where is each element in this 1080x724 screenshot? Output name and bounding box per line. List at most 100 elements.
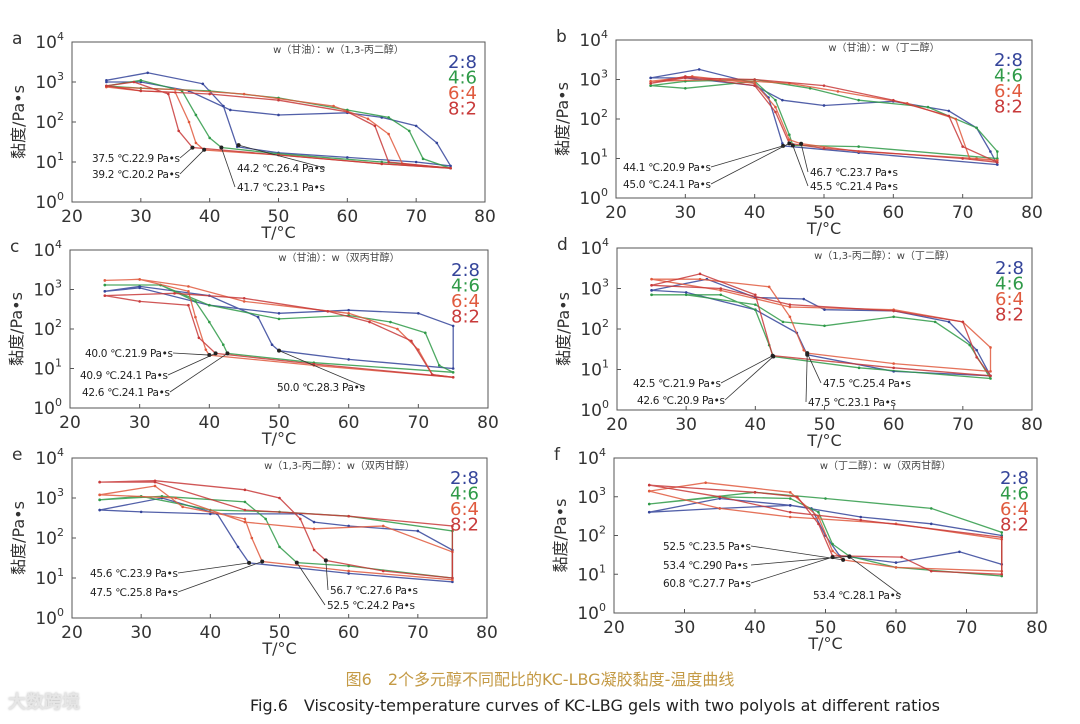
series-line-8-2	[99, 480, 454, 579]
data-point	[647, 483, 651, 487]
data-point	[277, 311, 281, 315]
data-point	[105, 80, 108, 84]
data-point	[451, 375, 455, 379]
annotation-label: 50.0 ℃.28.3 Pa•s	[277, 382, 365, 394]
watermark-logo: 大数跨境	[8, 688, 80, 714]
annotation-leader-line	[750, 556, 833, 584]
panel-letter: f	[554, 445, 561, 465]
x-tick-label: 70	[407, 623, 429, 643]
data-point	[975, 126, 978, 130]
data-point	[704, 481, 707, 485]
y-tick-label: 102	[35, 526, 64, 549]
data-point	[929, 507, 933, 510]
data-point	[649, 82, 652, 85]
data-point	[796, 495, 799, 499]
data-point	[989, 150, 992, 153]
y-tick-label: 104	[579, 28, 608, 51]
legend-entry-8-2: 8:2	[450, 515, 479, 536]
annotation-leader-line	[177, 561, 263, 593]
data-point	[1000, 535, 1004, 539]
y-tick-exponent: 2	[57, 526, 64, 539]
data-point	[414, 160, 418, 164]
data-point	[380, 160, 384, 164]
y-tick-exponent: 2	[602, 317, 609, 330]
y-tick-label: 101	[35, 566, 64, 589]
annotation-label: 47.5 ℃.23.1 Pa•s	[808, 397, 896, 409]
data-point	[347, 569, 350, 573]
data-point	[138, 278, 141, 281]
panel-letter: c	[10, 237, 19, 257]
data-point	[894, 566, 898, 569]
data-point	[451, 580, 454, 584]
y-tick-base: 10	[580, 401, 602, 421]
data-point	[996, 163, 999, 166]
data-point	[347, 358, 350, 361]
data-point	[857, 366, 861, 370]
data-point	[208, 136, 211, 140]
data-point	[187, 120, 191, 124]
data-point	[347, 311, 350, 315]
data-point	[788, 497, 792, 500]
y-tick-label: 101	[577, 562, 606, 585]
data-point	[312, 362, 316, 366]
x-tick-label: 80	[476, 623, 498, 643]
y-tick-label: 104	[35, 30, 64, 53]
data-point	[788, 515, 792, 519]
y-axis-label: 黏度/Pa•s	[7, 292, 26, 366]
data-point	[647, 510, 651, 514]
y-tick-exponent: 1	[57, 566, 64, 579]
y-axis-label: 黏度/Pa•s	[9, 501, 28, 575]
data-point	[270, 343, 274, 347]
panel-letter: e	[12, 445, 22, 465]
data-point	[256, 315, 260, 319]
annotation-label: 39.2 ℃.20.2 Pa•s	[92, 169, 180, 181]
x-tick-label: 30	[675, 203, 697, 223]
y-tick-exponent: 2	[599, 524, 606, 537]
data-point	[650, 289, 653, 292]
y-tick-base: 10	[35, 529, 57, 549]
series-line-2-8	[650, 68, 999, 166]
data-point	[103, 279, 107, 282]
data-point	[277, 317, 281, 321]
data-point	[719, 289, 723, 292]
data-point	[788, 504, 792, 507]
annotation-marker	[294, 560, 299, 565]
legend-entry-4-6: 4:6	[1000, 484, 1029, 505]
data-point	[996, 161, 999, 164]
y-tick-label: 103	[577, 485, 606, 508]
y-tick-exponent: 4	[601, 28, 608, 41]
y-tick-base: 10	[579, 150, 601, 170]
legend-entry-2-8: 2:8	[995, 258, 1024, 279]
y-tick-exponent: 3	[599, 485, 606, 498]
y-tick-base: 10	[579, 31, 601, 51]
data-point	[774, 110, 777, 114]
data-point	[146, 71, 150, 75]
data-point	[103, 290, 107, 293]
data-point	[788, 305, 792, 309]
data-point	[387, 132, 390, 136]
legend-entry-4-6: 4:6	[994, 66, 1023, 87]
y-tick-base: 10	[35, 193, 57, 213]
annotation-leader-line	[220, 147, 236, 188]
y-tick-exponent: 3	[602, 277, 609, 290]
annotation-label: 53.4 ℃.28.1 Pa•s	[813, 590, 901, 602]
data-point	[243, 500, 247, 504]
y-tick-label: 100	[35, 606, 64, 629]
x-tick-label: 20	[606, 415, 628, 435]
annotation-label: 56.7 ℃.27.6 Pa•s	[330, 585, 418, 597]
legend-entry-8-2: 8:2	[448, 99, 477, 120]
legend-entry-8-2: 8:2	[1000, 515, 1029, 536]
data-point	[788, 510, 792, 514]
annotation-label: 47.5 ℃.25.8 Pa•s	[90, 587, 178, 599]
legend-entry-8-2: 8:2	[995, 305, 1024, 326]
data-point	[250, 536, 254, 540]
annotation-leader-line	[792, 145, 809, 187]
legend-entry-8-2: 8:2	[994, 97, 1023, 118]
data-point	[788, 133, 791, 137]
x-axis-label: T/°C	[261, 639, 296, 658]
annotation-leader-line	[849, 556, 902, 596]
annotation-label: 40.0 ℃.21.9 Pa•s	[85, 348, 173, 360]
data-point	[347, 524, 350, 528]
data-point	[243, 517, 247, 521]
annotation-marker	[247, 560, 252, 565]
